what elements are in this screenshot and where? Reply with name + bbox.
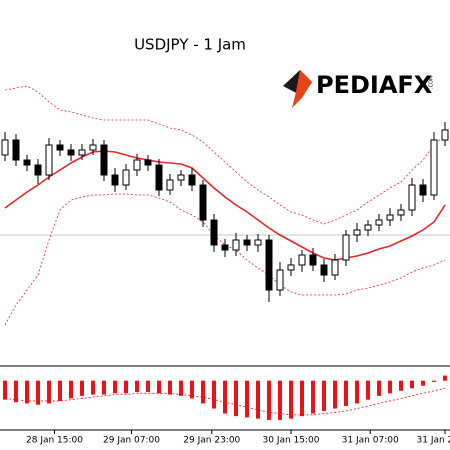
candle-body bbox=[210, 219, 218, 246]
macd-bar bbox=[146, 380, 150, 393]
macd-bar bbox=[14, 380, 18, 403]
candle-body bbox=[309, 254, 317, 266]
x-tick-label: 30 Jan 15:00 bbox=[263, 436, 320, 446]
candle-body bbox=[419, 184, 427, 196]
chart-title: USDJPY - 1 Jam bbox=[134, 36, 246, 54]
candle-body bbox=[408, 184, 416, 211]
candle-body bbox=[166, 179, 174, 191]
candle-body bbox=[397, 209, 405, 216]
candle-body bbox=[100, 144, 108, 176]
candle-body bbox=[265, 239, 273, 291]
candle-body bbox=[430, 139, 438, 196]
macd-bar bbox=[223, 380, 227, 414]
candle-body bbox=[1, 139, 9, 156]
candle-body bbox=[243, 239, 251, 246]
macd-bar bbox=[102, 380, 106, 395]
macd-bar bbox=[432, 380, 436, 382]
macd-bar bbox=[377, 380, 381, 396]
macd-bar bbox=[212, 380, 216, 409]
middle-band bbox=[4, 150, 446, 261]
macd-bar bbox=[190, 380, 194, 399]
macd-bar bbox=[410, 380, 414, 389]
macd-bar bbox=[58, 380, 62, 401]
candle-body bbox=[188, 174, 196, 186]
x-tick-label: 31 Jan 07:00 bbox=[342, 436, 399, 446]
lower-band bbox=[4, 193, 446, 326]
candle-body bbox=[375, 219, 383, 226]
macd-bar bbox=[157, 380, 161, 394]
macd-bar bbox=[47, 380, 51, 404]
candle-body bbox=[56, 144, 64, 151]
macd-bar bbox=[366, 380, 370, 400]
macd-bar bbox=[267, 380, 271, 420]
macd-bar bbox=[234, 380, 238, 417]
macd-bar bbox=[25, 380, 29, 404]
macd-bar bbox=[344, 380, 348, 406]
candle-body bbox=[199, 184, 207, 221]
candle-body bbox=[331, 259, 339, 276]
logo-mark bbox=[292, 70, 312, 108]
x-tick-label: 31 Jan 23:00 bbox=[417, 436, 450, 446]
macd-bar bbox=[322, 380, 326, 412]
macd-bar bbox=[124, 380, 128, 394]
candle-body bbox=[276, 269, 284, 291]
candle-body bbox=[177, 174, 185, 181]
candle-body bbox=[78, 149, 86, 156]
macd-bar bbox=[300, 380, 304, 417]
macd-bar bbox=[278, 380, 282, 420]
macd-bar bbox=[168, 380, 172, 395]
candle-body bbox=[12, 139, 20, 161]
candle-body bbox=[144, 159, 152, 166]
macd-bar bbox=[113, 380, 117, 394]
macd-bar bbox=[355, 380, 359, 404]
candle-body bbox=[89, 144, 97, 151]
logo: PEDIAFX .COM bbox=[283, 70, 435, 108]
macd-bar bbox=[245, 380, 249, 418]
candle-body bbox=[23, 159, 31, 166]
x-tick-label: 28 Jan 15:00 bbox=[26, 436, 83, 446]
candle-body bbox=[320, 264, 328, 276]
macd-bar bbox=[311, 380, 315, 414]
upper-band bbox=[4, 85, 446, 225]
macd-bar bbox=[421, 380, 425, 386]
macd-bar bbox=[135, 380, 139, 393]
candle-body bbox=[298, 254, 306, 266]
candle-body bbox=[67, 149, 75, 156]
candle-body bbox=[386, 214, 394, 221]
macd-bar bbox=[201, 380, 205, 404]
macd-bar bbox=[36, 380, 40, 405]
x-tick-label: 29 Jan 07:00 bbox=[103, 436, 160, 446]
candle-body bbox=[364, 224, 372, 231]
macd-bar bbox=[179, 380, 183, 396]
macd-bar bbox=[399, 380, 403, 391]
macd-bar bbox=[443, 375, 447, 381]
candle-body bbox=[122, 169, 130, 186]
candle-body bbox=[155, 164, 163, 191]
candle-body bbox=[221, 244, 229, 251]
candle-body bbox=[353, 229, 361, 236]
candle-body bbox=[254, 239, 262, 246]
logo-text: PEDIAFX bbox=[316, 71, 433, 99]
macd-bar bbox=[3, 380, 7, 400]
candle-body bbox=[111, 174, 119, 186]
candle-body bbox=[441, 129, 449, 141]
macd-bar bbox=[256, 380, 260, 419]
candle-body bbox=[45, 144, 53, 176]
macd-bar bbox=[80, 380, 84, 396]
macd-signal bbox=[4, 387, 446, 416]
macd-bar bbox=[289, 380, 293, 419]
macd-bar bbox=[91, 380, 95, 395]
logo-suffix: .COM bbox=[429, 76, 435, 89]
candle-body bbox=[342, 234, 350, 261]
candle-body bbox=[34, 164, 42, 176]
candle-body bbox=[232, 239, 240, 251]
macd-bar bbox=[388, 380, 392, 394]
candle-body bbox=[287, 264, 295, 271]
macd-bar bbox=[69, 380, 73, 399]
x-tick-label: 29 Jan 23:00 bbox=[183, 436, 240, 446]
macd-bar bbox=[333, 380, 337, 409]
candle-body bbox=[133, 159, 141, 171]
